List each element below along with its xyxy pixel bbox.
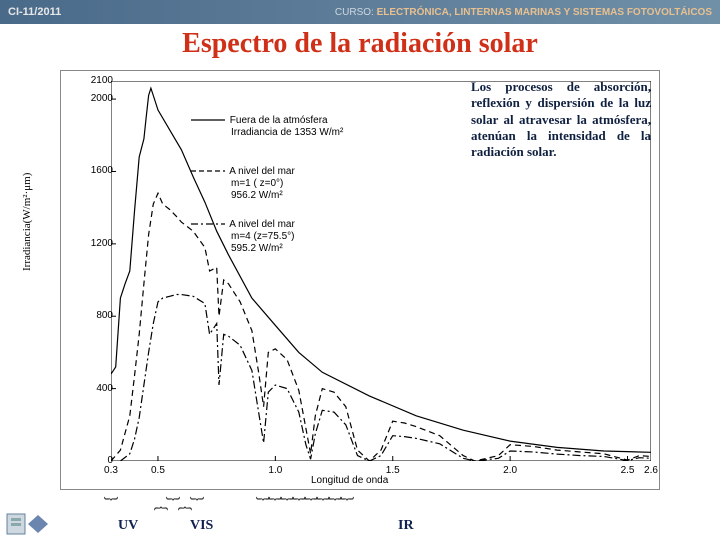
- ytick: 800: [83, 310, 113, 321]
- y-axis-label: Irradiancia(W/m²·μm): [21, 173, 33, 271]
- x-axis-label: Longitud de onda: [311, 475, 388, 486]
- legend-entry: A nivel del marm=1 ( z=0°)956.2 W/m²: [191, 166, 295, 202]
- brace-uv: ︸: [104, 494, 150, 514]
- xtick: 2.0: [498, 465, 522, 476]
- brace-ir: ︸︸︸︸︸︸︸︸: [256, 494, 556, 514]
- ytick: 400: [83, 383, 113, 394]
- chart-frame: Irradiancia(W/m²·μm) Longitud de onda 04…: [60, 70, 660, 490]
- ytick: 1600: [83, 165, 113, 176]
- ir-label: IR: [398, 518, 414, 534]
- ytick: 1200: [83, 238, 113, 249]
- chart-container: Irradiancia(W/m²·μm) Longitud de onda 04…: [60, 70, 660, 490]
- institution-logos: [6, 512, 50, 536]
- ytick: 2000: [83, 93, 113, 104]
- xtick: 1.5: [381, 465, 405, 476]
- course-code: CI-11/2011: [8, 6, 61, 18]
- slide-title: Espectro de la radiación solar: [0, 28, 720, 60]
- description-text: Los procesos de absorción, reflexión y d…: [471, 79, 651, 160]
- course-header: CI-11/2011 CURSO: ELECTRÓNICA, LINTERNAS…: [0, 0, 720, 24]
- vis-label: VIS: [190, 518, 213, 534]
- uv-label: UV: [118, 518, 138, 534]
- legend-entry: Fuera de la atmósferaIrradiancia de 1353…: [191, 115, 343, 139]
- brace-vis: ︷︸︷︸: [154, 494, 254, 514]
- curso-label: CURSO:: [335, 7, 374, 18]
- xtick: 2.5: [616, 465, 640, 476]
- xtick: 2.6: [639, 465, 663, 476]
- curso-text: ELECTRÓNICA, LINTERNAS MARINAS Y SISTEMA…: [377, 7, 712, 18]
- xtick: 1.0: [263, 465, 287, 476]
- ytick: 2100: [83, 75, 113, 86]
- xtick: 0.3: [99, 465, 123, 476]
- legend-entry: A nivel del marm=4 (z=75.5°)595.2 W/m²: [191, 219, 295, 255]
- course-title: CURSO: ELECTRÓNICA, LINTERNAS MARINAS Y …: [335, 7, 712, 18]
- xtick: 0.5: [146, 465, 170, 476]
